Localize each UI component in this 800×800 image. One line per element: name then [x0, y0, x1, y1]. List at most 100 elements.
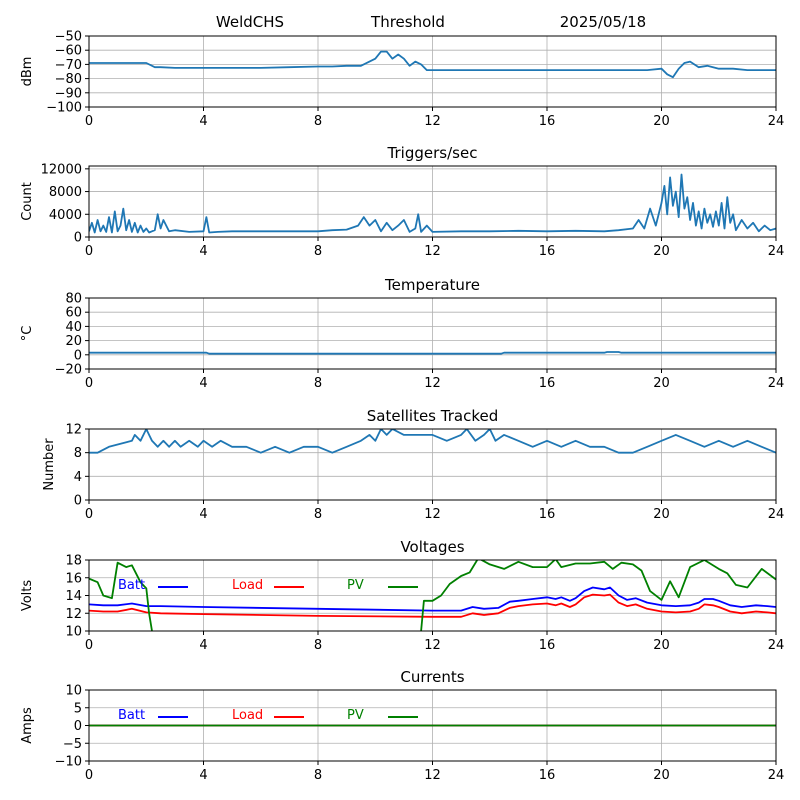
y-tick-label: 80: [65, 292, 82, 307]
x-tick-label: 20: [653, 244, 670, 259]
y-tick-label: 0: [74, 719, 82, 734]
x-tick-label: 24: [768, 507, 785, 522]
y-tick-label: 4: [74, 470, 82, 485]
y-tick-label: 12: [65, 607, 82, 622]
x-tick-label: 16: [539, 244, 556, 259]
y-tick-label: 12000: [41, 162, 82, 177]
x-tick-label: 8: [314, 376, 322, 391]
y-axis-label: Number: [42, 438, 57, 491]
x-tick-label: 12: [424, 638, 441, 653]
x-tick-label: 16: [539, 638, 556, 653]
x-tick-label: 24: [768, 638, 785, 653]
date-label: 2025/05/18: [560, 13, 646, 31]
x-tick-label: 16: [539, 376, 556, 391]
chart-panel-2: 0 4 8 12 16 20 24 0 4000 8000 12000 Triggers/sec Cou…: [20, 144, 784, 259]
x-tick-label: 12: [424, 114, 441, 129]
legend-label-load: Load: [232, 578, 263, 593]
y-tick-label: −100: [46, 101, 82, 116]
panel-title: Satellites Tracked: [367, 407, 498, 425]
series-line-1: [89, 429, 776, 454]
y-tick-label: 4000: [49, 208, 82, 223]
series-line-batt: [89, 586, 776, 612]
legend-label-batt: Batt: [118, 708, 145, 723]
y-tick-label: 16: [65, 571, 82, 586]
y-tick-label: 0: [74, 494, 82, 509]
y-tick-label: −10: [55, 755, 82, 770]
y-tick-label: 0: [74, 231, 82, 246]
legend-label-load: Load: [232, 708, 263, 723]
y-tick-label: −20: [55, 363, 82, 378]
y-tick-label: 0: [74, 348, 82, 363]
series-line-pv: [89, 560, 776, 631]
x-tick-label: 20: [653, 507, 670, 522]
y-tick-label: 10: [65, 625, 82, 640]
x-tick-label: 4: [199, 507, 207, 522]
panel-title: Triggers/sec: [387, 144, 478, 162]
y-tick-label: −70: [55, 58, 82, 73]
y-tick-label: 18: [65, 554, 82, 569]
series-line-1: [89, 173, 776, 234]
series-line-load: [89, 593, 776, 618]
x-tick-label: 20: [653, 376, 670, 391]
x-tick-label: 20: [653, 114, 670, 129]
legend: Batt Load PV: [118, 708, 418, 723]
x-tick-label: 8: [314, 114, 322, 129]
y-tick-label: 20: [65, 334, 82, 349]
y-tick-label: 12: [65, 423, 82, 438]
y-tick-label: 8: [74, 446, 82, 461]
x-tick-label: 24: [768, 376, 785, 391]
x-tick-label: 8: [314, 244, 322, 259]
x-tick-label: 16: [539, 114, 556, 129]
x-tick-label: 16: [539, 507, 556, 522]
panel-title: Voltages: [400, 538, 464, 556]
y-axis-label: dBm: [20, 57, 35, 87]
y-tick-label: −50: [55, 30, 82, 45]
y-tick-label: 5: [74, 701, 82, 716]
station-label: WeldCHS: [216, 13, 284, 31]
x-tick-label: 0: [85, 507, 93, 522]
x-tick-label: 4: [199, 244, 207, 259]
x-tick-label: 8: [314, 638, 322, 653]
x-tick-label: 0: [85, 768, 93, 783]
y-tick-label: 8000: [49, 185, 82, 200]
x-tick-label: 0: [85, 376, 93, 391]
x-tick-label: 4: [199, 376, 207, 391]
panel-title: Currents: [400, 668, 464, 686]
x-tick-label: 12: [424, 507, 441, 522]
x-tick-label: 0: [85, 114, 93, 129]
y-tick-label: 40: [65, 320, 82, 335]
x-tick-label: 12: [424, 244, 441, 259]
panel-title: Temperature: [384, 276, 480, 294]
x-tick-label: 24: [768, 768, 785, 783]
x-tick-label: 20: [653, 768, 670, 783]
y-tick-label: 60: [65, 306, 82, 321]
y-tick-label: 14: [65, 589, 82, 604]
x-tick-label: 4: [199, 638, 207, 653]
x-tick-label: 12: [424, 376, 441, 391]
mode-label: Threshold: [370, 13, 445, 31]
chart-panel-4: 0 4 8 12 16 20 24 0 4 8 12 Satellites Tracked Number: [42, 407, 784, 522]
legend-label-pv: PV: [347, 708, 364, 723]
x-tick-label: 4: [199, 114, 207, 129]
y-tick-label: −90: [55, 86, 82, 101]
legend-label-batt: Batt: [118, 578, 145, 593]
legend-label-pv: PV: [347, 578, 364, 593]
chart-panel-6: 0 4 8 12 16 20 24 −10 −5 0 5 10 Currents Amps Batt Load…: [20, 668, 784, 783]
x-tick-label: 24: [768, 244, 785, 259]
chart-panel-1: 0 4 8 12 16 20 24 −100−90−80−70−60−50 dBm: [20, 30, 784, 130]
y-axis-label: Amps: [20, 707, 35, 744]
x-tick-label: 8: [314, 507, 322, 522]
y-tick-label: −80: [55, 72, 82, 87]
x-tick-label: 8: [314, 768, 322, 783]
figure-header: WeldCHS Threshold 2025/05/18: [216, 13, 646, 31]
legend: Batt Load PV: [118, 578, 418, 593]
y-axis-label: Count: [20, 182, 35, 221]
x-tick-label: 24: [768, 114, 785, 129]
chart-panel-5: 0 4 8 12 16 20 24 10 12 14 16 18 Voltages Volts Batt Lo…: [20, 538, 784, 653]
y-tick-label: −60: [55, 44, 82, 59]
y-axis-label: Volts: [20, 580, 35, 612]
series-line-1: [89, 351, 776, 355]
